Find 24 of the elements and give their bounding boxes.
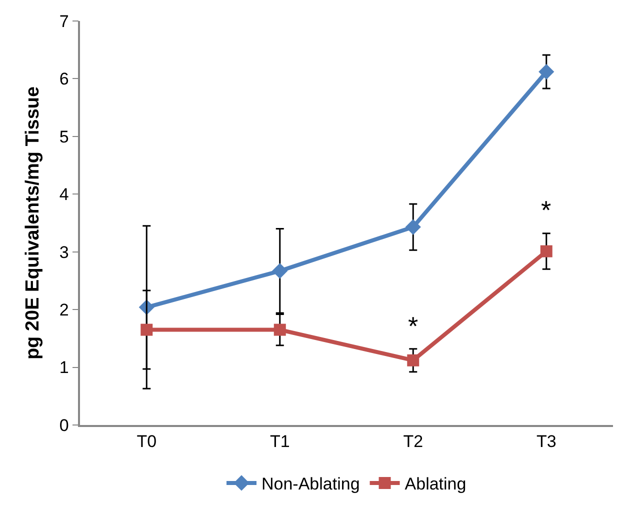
x-tick-label: T1 bbox=[270, 432, 290, 452]
point bbox=[405, 219, 421, 235]
point bbox=[540, 245, 552, 258]
legend-label: Non-Ablating bbox=[262, 474, 360, 494]
point bbox=[407, 354, 420, 366]
legend-label: Ablating bbox=[404, 474, 466, 494]
point bbox=[272, 263, 288, 279]
x-tick-label: T2 bbox=[403, 432, 424, 452]
x-tick-label: T3 bbox=[536, 432, 556, 452]
y-tick-label: 3 bbox=[59, 242, 69, 262]
y-axis-title: pg 20E Equivalents/mg Tissue bbox=[22, 86, 44, 360]
y-tick-label: 0 bbox=[59, 416, 69, 435]
y-tick-label: 6 bbox=[59, 70, 69, 89]
y-tick-label: 4 bbox=[59, 185, 69, 204]
point bbox=[538, 64, 554, 80]
point bbox=[274, 324, 286, 336]
point bbox=[140, 324, 153, 336]
y-tick-label: 5 bbox=[59, 127, 69, 146]
annotation: * bbox=[541, 195, 552, 225]
x-tick-label: T0 bbox=[136, 432, 157, 452]
y-tick-label: 7 bbox=[59, 12, 69, 31]
y-tick-label: 2 bbox=[59, 300, 69, 320]
annotation: * bbox=[408, 311, 418, 341]
y-tick-label: 1 bbox=[59, 358, 69, 378]
